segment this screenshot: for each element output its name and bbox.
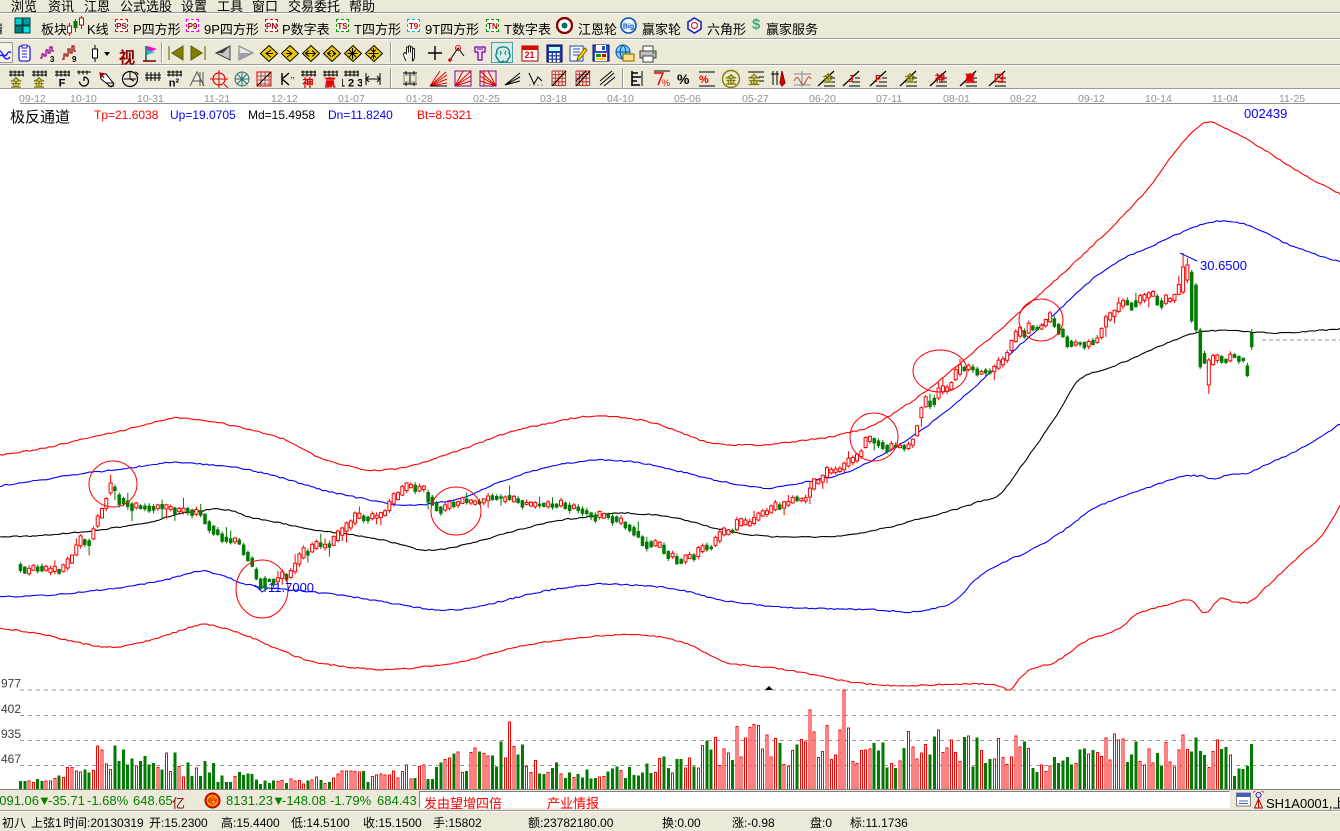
svg-text:%: % <box>662 78 670 88</box>
svg-text:金: 金 <box>747 72 761 87</box>
svg-text:金: 金 <box>33 76 46 89</box>
svg-text:977: 977 <box>1 677 21 691</box>
svg-text:赢: 赢 <box>965 72 975 85</box>
svg-text:Big: Big <box>623 24 634 31</box>
svg-text:F: F <box>59 78 66 89</box>
svg-text:金: 金 <box>904 72 916 85</box>
svg-text:赢: 赢 <box>325 76 336 89</box>
svg-text:1 2 3: 1 2 3 <box>342 78 362 89</box>
svg-text:四: 四 <box>994 73 1004 85</box>
svg-text:金: 金 <box>10 76 23 89</box>
svg-text:%: % <box>699 74 709 86</box>
svg-text:467: 467 <box>1 752 21 766</box>
svg-text:金: 金 <box>725 73 738 87</box>
svg-text:11.7000: 11.7000 <box>268 580 314 595</box>
svg-text:F: F <box>875 74 881 85</box>
svg-text:神: 神 <box>303 76 314 89</box>
svg-text:21: 21 <box>524 50 534 60</box>
svg-text:n²: n² <box>169 78 180 89</box>
svg-text:金: 金 <box>822 72 834 85</box>
svg-text:深: 深 <box>209 797 217 806</box>
svg-text:,,: ,, <box>290 70 295 80</box>
svg-text:30.6500: 30.6500 <box>1200 258 1247 273</box>
svg-text:3: 3 <box>50 55 55 63</box>
svg-text:神: 神 <box>935 72 945 85</box>
svg-text:J: J <box>848 74 854 85</box>
svg-text:9: 9 <box>72 55 77 63</box>
svg-text:935: 935 <box>1 727 21 741</box>
svg-text:402: 402 <box>1 702 21 716</box>
